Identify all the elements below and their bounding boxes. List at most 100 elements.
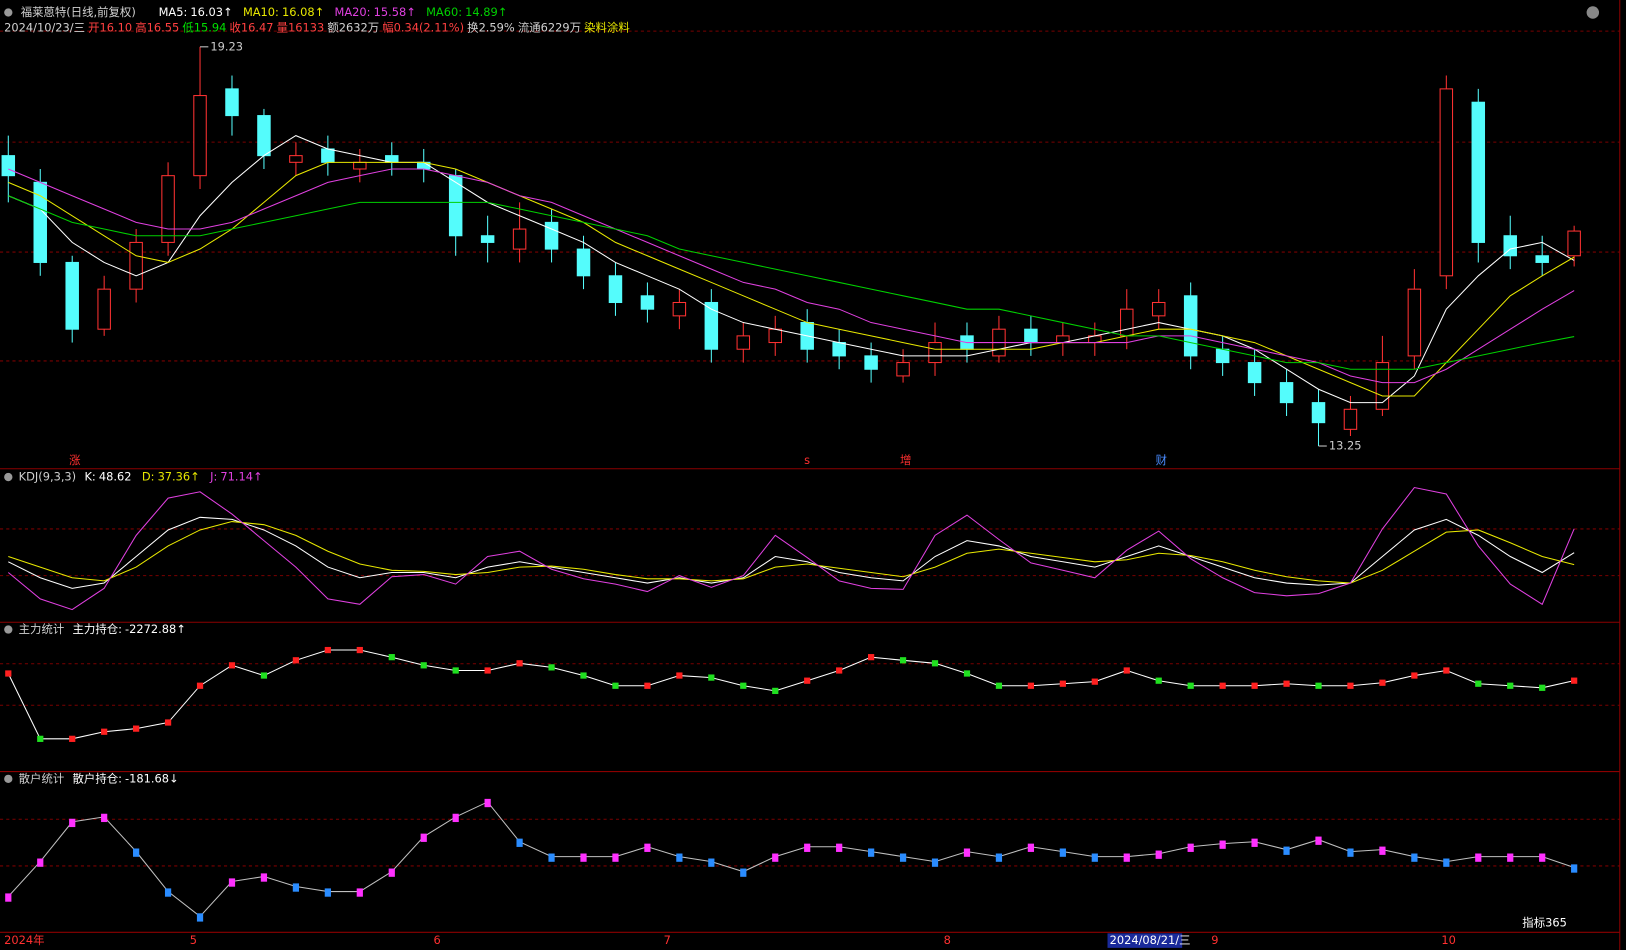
settings-button[interactable] xyxy=(1586,6,1600,19)
dot xyxy=(228,878,236,887)
dot xyxy=(708,674,715,681)
dot xyxy=(931,858,939,867)
panel-legend-value: -181.68↓ xyxy=(125,771,179,785)
annotation-label: 19.23 xyxy=(210,39,243,53)
dot xyxy=(1091,853,1098,862)
dot xyxy=(612,853,619,862)
dot xyxy=(963,848,971,857)
dot xyxy=(868,848,875,857)
info-item: 染料涂料 xyxy=(584,21,630,35)
dot xyxy=(676,853,683,862)
dot xyxy=(644,843,651,852)
candle-body xyxy=(1503,235,1517,257)
candle-body xyxy=(353,161,367,170)
line-series xyxy=(8,161,1575,397)
line-series xyxy=(7,486,1575,611)
dot xyxy=(1155,850,1162,859)
dot xyxy=(772,687,779,695)
candle-body xyxy=(1151,301,1166,317)
candle-body xyxy=(1120,308,1134,337)
dot xyxy=(772,853,779,862)
candle-body xyxy=(640,295,655,310)
dot xyxy=(1251,682,1258,689)
dot xyxy=(612,682,619,689)
candle-body xyxy=(1247,362,1262,384)
dot xyxy=(868,654,875,661)
panel-icon xyxy=(4,774,13,783)
dot xyxy=(356,646,363,654)
candle-body xyxy=(1279,382,1294,404)
dot xyxy=(292,657,300,664)
info-item: 幅0.34(2.11%) xyxy=(382,21,464,35)
dot xyxy=(420,833,427,842)
dot xyxy=(676,672,683,679)
dot xyxy=(1283,680,1290,687)
event-marker: 增 xyxy=(900,453,911,467)
panel-title: KDJ(9,3,3) xyxy=(19,470,76,484)
dot xyxy=(324,646,331,654)
dot xyxy=(196,913,204,922)
candle-body xyxy=(1024,328,1038,344)
dot xyxy=(644,682,651,689)
candle-body xyxy=(289,155,303,163)
panel-legend-value: 71.14↑ xyxy=(220,470,262,484)
candle-body xyxy=(97,288,111,330)
legend-value: 16.03↑ xyxy=(190,5,232,19)
dot xyxy=(420,662,427,669)
dot xyxy=(1155,677,1162,684)
dot xyxy=(1315,682,1322,689)
candle-body xyxy=(480,235,495,243)
line-series xyxy=(8,521,1575,584)
x-tick-label: 2024/08/21/三 xyxy=(1110,933,1191,947)
dot xyxy=(516,660,523,667)
dot xyxy=(931,660,939,667)
candle-body xyxy=(1407,288,1422,357)
line-series xyxy=(8,516,1575,589)
info-item: 收16.47 xyxy=(229,21,273,35)
candle-body xyxy=(544,221,559,250)
dot xyxy=(37,735,44,742)
dot xyxy=(5,670,12,677)
candle-body xyxy=(672,301,687,317)
dot xyxy=(260,672,268,679)
dot xyxy=(516,838,523,847)
annotation-label: 13.25 xyxy=(1329,439,1362,453)
dot xyxy=(580,672,587,679)
dot xyxy=(5,893,12,902)
dot xyxy=(804,677,811,684)
dot xyxy=(836,667,843,674)
candle-body xyxy=(225,88,239,117)
dot xyxy=(196,682,204,689)
panel-title: 散户统计 xyxy=(19,771,65,785)
dot xyxy=(1443,667,1450,674)
candle-body xyxy=(161,175,175,243)
x-tick-label: 9 xyxy=(1211,933,1218,947)
panel-legend-name: K: xyxy=(84,470,95,484)
line-series xyxy=(8,135,1575,404)
candle-body xyxy=(736,335,751,350)
candle-body xyxy=(257,115,271,157)
legend-name: MA20: xyxy=(335,5,371,19)
dot xyxy=(1507,682,1514,689)
dot xyxy=(963,670,971,677)
legend-value: 15.58↑ xyxy=(374,5,416,19)
panel-legend-value: 48.62 xyxy=(99,470,132,484)
dot xyxy=(708,858,715,867)
dot xyxy=(1187,682,1194,689)
dot xyxy=(324,888,331,897)
candle-body xyxy=(1,155,16,177)
dot xyxy=(1347,682,1354,689)
dot xyxy=(388,868,395,877)
candle-body xyxy=(1471,101,1486,243)
dot xyxy=(548,853,555,862)
event-marker: 涨 xyxy=(69,453,81,467)
dot xyxy=(1123,667,1130,674)
dot xyxy=(740,682,747,689)
dot xyxy=(1379,846,1386,855)
candle-body xyxy=(1343,408,1358,430)
dot xyxy=(1571,677,1578,684)
